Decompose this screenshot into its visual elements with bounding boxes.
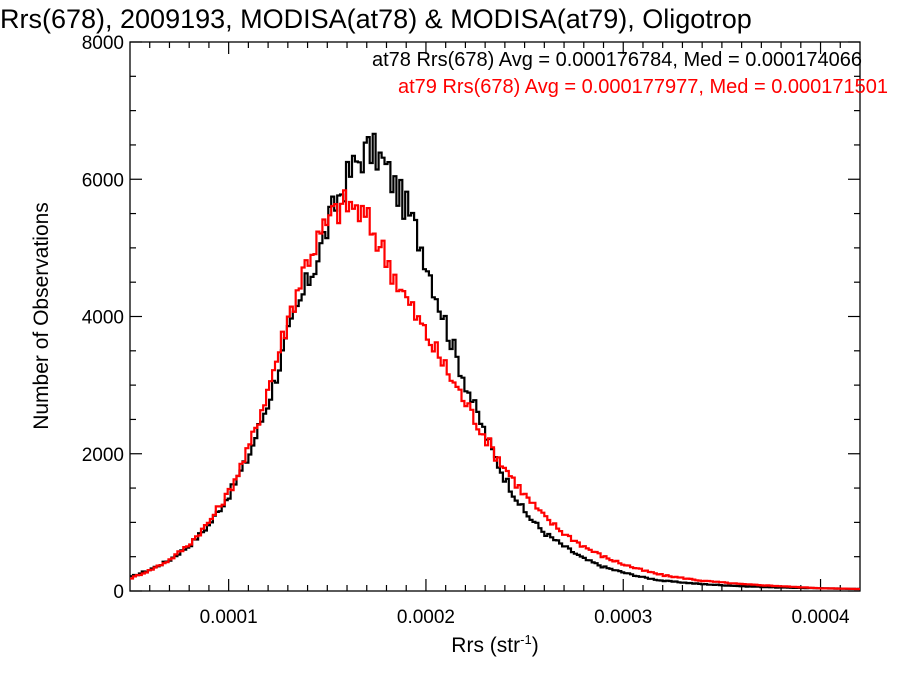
axis-ticks <box>130 41 860 592</box>
series-at78-histogram <box>130 132 860 591</box>
x-axis-label: Rrs (str-1) <box>451 632 538 657</box>
x-tick-label: 0.0003 <box>594 607 652 628</box>
y-tick-label: 2000 <box>82 445 124 466</box>
y-tick-label: 6000 <box>82 170 124 191</box>
x-tick-label: 0.0002 <box>397 607 455 628</box>
y-tick-label: 8000 <box>82 33 124 54</box>
y-axis-label: Number of Observations <box>30 202 53 430</box>
legend-entry-at79: at79 Rrs(678) Avg = 0.000177977, Med = 0… <box>398 76 888 98</box>
x-tick-label: 0.0001 <box>200 607 258 628</box>
y-tick-label: 0 <box>113 582 124 603</box>
x-tick-label: 0.0004 <box>791 607 850 628</box>
series-at79-histogram <box>130 189 860 591</box>
legend-entry-at78: at78 Rrs(678) Avg = 0.000176784, Med = 0… <box>372 49 862 71</box>
chart-title: Rrs(678), 2009193, MODISA(at78) & MODISA… <box>0 4 752 34</box>
axis-tick-labels: 0.0001 0.0002 0.0003 0.0004 0 2000 4000 6000 800… <box>82 33 850 628</box>
y-tick-label: 4000 <box>82 308 124 329</box>
series-group <box>130 132 860 591</box>
plot-frame <box>129 41 861 592</box>
